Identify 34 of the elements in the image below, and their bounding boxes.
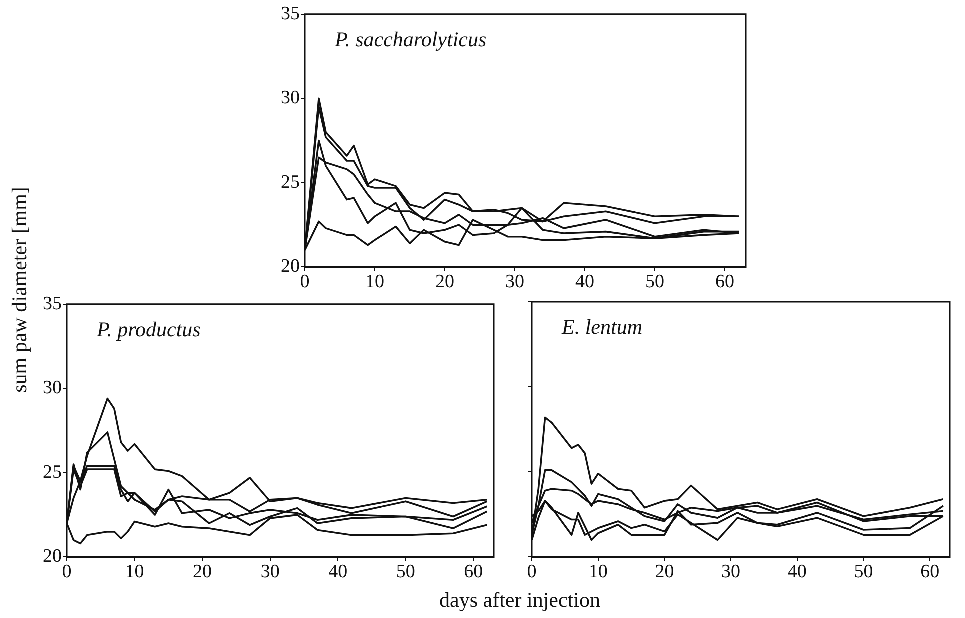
- x-tick-label: 10: [125, 562, 144, 583]
- y-tick-label: 20: [43, 546, 62, 568]
- x-tick-label: 40: [576, 272, 594, 293]
- x-tick-label: 50: [854, 562, 874, 583]
- x-tick-label: 10: [588, 562, 608, 583]
- x-tick-label: 30: [506, 272, 524, 293]
- x-tick-label: 20: [193, 562, 212, 583]
- y-tick-label: 35: [43, 293, 62, 314]
- x-tick-label: 40: [328, 562, 348, 583]
- x-tick-label: 60: [464, 562, 484, 583]
- x-tick-label: 10: [366, 272, 384, 293]
- text: E. lentum: [561, 315, 642, 340]
- x-tick-label: 20: [655, 562, 674, 583]
- x-tick-label: 60: [716, 272, 734, 293]
- x-tick-label: 30: [722, 562, 741, 583]
- x-tick-label: 40: [788, 562, 807, 583]
- y-tick-label: 20: [281, 256, 300, 278]
- x-tick-label: 60: [920, 562, 940, 583]
- x-tick-label: 50: [396, 562, 416, 583]
- y-tick-label: 25: [43, 462, 62, 483]
- x-axis-title: days after injection: [440, 588, 600, 613]
- y-tick-label: 25: [281, 172, 300, 193]
- text: P. productus: [96, 317, 201, 342]
- text: P. saccharolyticus: [334, 27, 487, 52]
- x-tick-label: 50: [646, 272, 664, 293]
- x-tick-label: 20: [436, 272, 454, 293]
- x-tick-label: 0: [300, 272, 310, 293]
- y-tick-label: 30: [281, 88, 300, 109]
- x-tick-label: 0: [62, 562, 72, 583]
- y-axis-title: sum paw diameter [mm]: [8, 187, 32, 393]
- y-tick-label: 35: [281, 3, 300, 24]
- x-tick-label: 0: [527, 562, 537, 583]
- y-tick-label: 30: [43, 378, 62, 399]
- x-tick-label: 30: [260, 562, 280, 583]
